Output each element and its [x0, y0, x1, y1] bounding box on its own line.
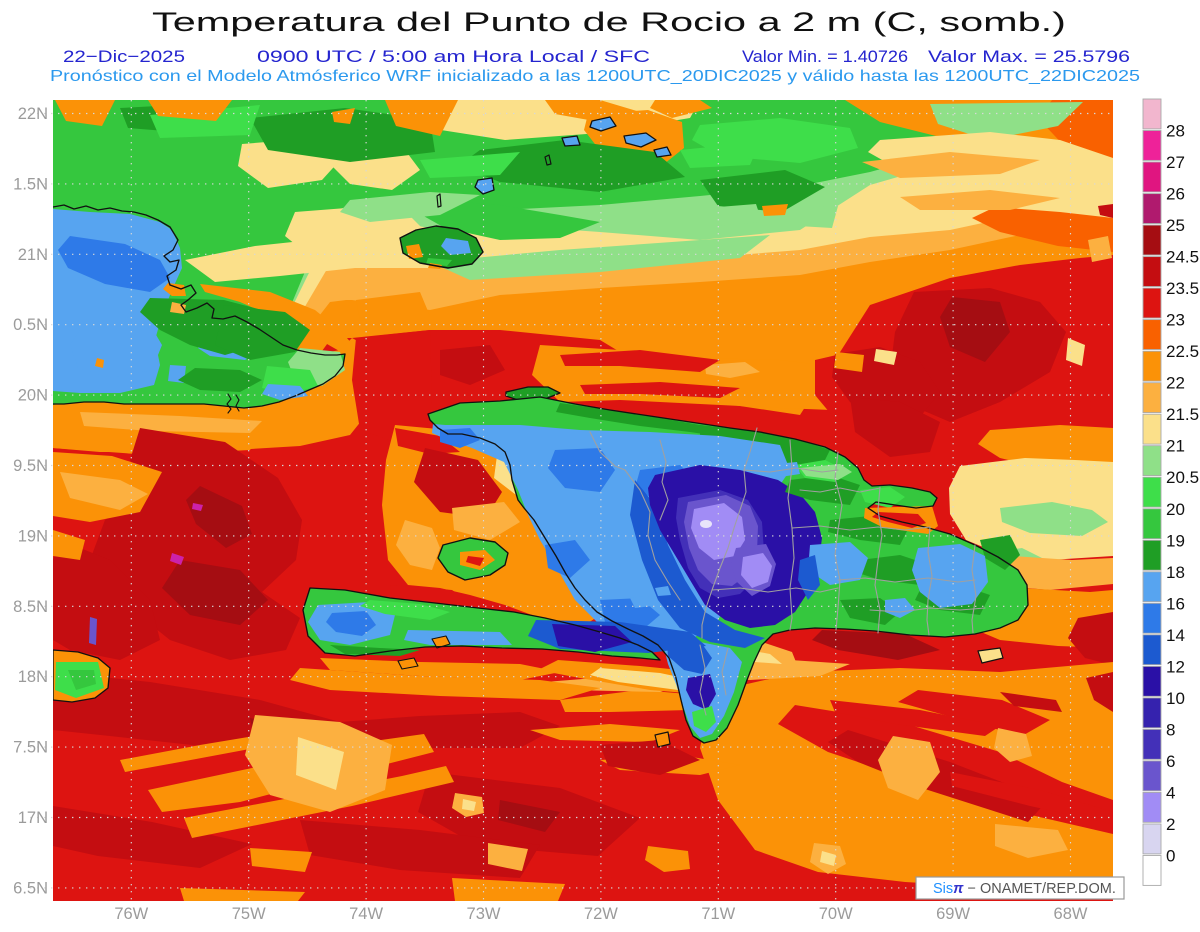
svg-text:74W: 74W: [349, 905, 383, 923]
svg-text:Valor Max. = 25.5796: Valor Max. = 25.5796: [928, 47, 1130, 66]
svg-text:25: 25: [1166, 216, 1185, 235]
svg-text:18: 18: [1166, 563, 1185, 582]
svg-text:22N: 22N: [18, 105, 48, 123]
svg-text:72W: 72W: [584, 905, 618, 923]
svg-text:68W: 68W: [1054, 905, 1088, 923]
svg-text:8: 8: [1166, 720, 1175, 739]
svg-text:73W: 73W: [467, 905, 501, 923]
svg-text:6.5N: 6.5N: [13, 879, 48, 897]
svg-text:23: 23: [1166, 311, 1185, 330]
svg-text:8.5N: 8.5N: [13, 598, 48, 616]
svg-text:21: 21: [1166, 437, 1185, 456]
svg-text:22: 22: [1166, 374, 1185, 393]
svg-text:0: 0: [1166, 847, 1175, 866]
svg-text:2: 2: [1166, 815, 1175, 834]
svg-text:23.5: 23.5: [1166, 279, 1199, 298]
svg-text:16: 16: [1166, 594, 1185, 613]
svg-text:0900 UTC / 5:00 am Hora Local: 0900 UTC / 5:00 am Hora Local / SFC: [257, 47, 650, 66]
svg-text:17N: 17N: [18, 809, 48, 827]
svg-text:19N: 19N: [18, 527, 48, 545]
svg-text:Pronóstico con el Modelo Atmós: Pronóstico con el Modelo Atmósferico WRF…: [50, 68, 1140, 85]
svg-text:Temperatura del Punto de Rocio: Temperatura del Punto de Rocio a 2 m (C,…: [152, 7, 1066, 37]
svg-text:20.5: 20.5: [1166, 468, 1199, 487]
svg-text:70W: 70W: [819, 905, 853, 923]
svg-text:19: 19: [1166, 531, 1185, 550]
svg-text:26: 26: [1166, 185, 1185, 204]
svg-text:21.5: 21.5: [1166, 405, 1199, 424]
svg-text:76W: 76W: [114, 905, 148, 923]
svg-text:20N: 20N: [18, 387, 48, 405]
svg-text:20: 20: [1166, 500, 1185, 519]
svg-text:Valor Min. = 1.40726: Valor Min. = 1.40726: [742, 47, 908, 66]
svg-text:0.5N: 0.5N: [13, 316, 48, 334]
svg-text:1.5N: 1.5N: [13, 175, 48, 193]
svg-text:24.5: 24.5: [1166, 248, 1199, 267]
svg-text:7.5N: 7.5N: [13, 739, 48, 757]
svg-text:28: 28: [1166, 122, 1185, 141]
svg-text:18N: 18N: [18, 668, 48, 686]
svg-text:21N: 21N: [18, 246, 48, 264]
svg-text:12: 12: [1166, 657, 1185, 676]
svg-text:71W: 71W: [701, 905, 735, 923]
svg-text:4: 4: [1166, 783, 1175, 802]
svg-text:Sisπ − ONAMET/REP.DOM.: Sisπ − ONAMET/REP.DOM.: [933, 881, 1116, 897]
svg-text:14: 14: [1166, 626, 1185, 645]
svg-text:69W: 69W: [936, 905, 970, 923]
svg-text:22−Dic−2025: 22−Dic−2025: [63, 47, 185, 66]
svg-text:75W: 75W: [232, 905, 266, 923]
svg-text:22.5: 22.5: [1166, 342, 1199, 361]
svg-text:10: 10: [1166, 689, 1185, 708]
svg-text:27: 27: [1166, 153, 1185, 172]
svg-text:9.5N: 9.5N: [13, 457, 48, 475]
svg-text:6: 6: [1166, 752, 1175, 771]
